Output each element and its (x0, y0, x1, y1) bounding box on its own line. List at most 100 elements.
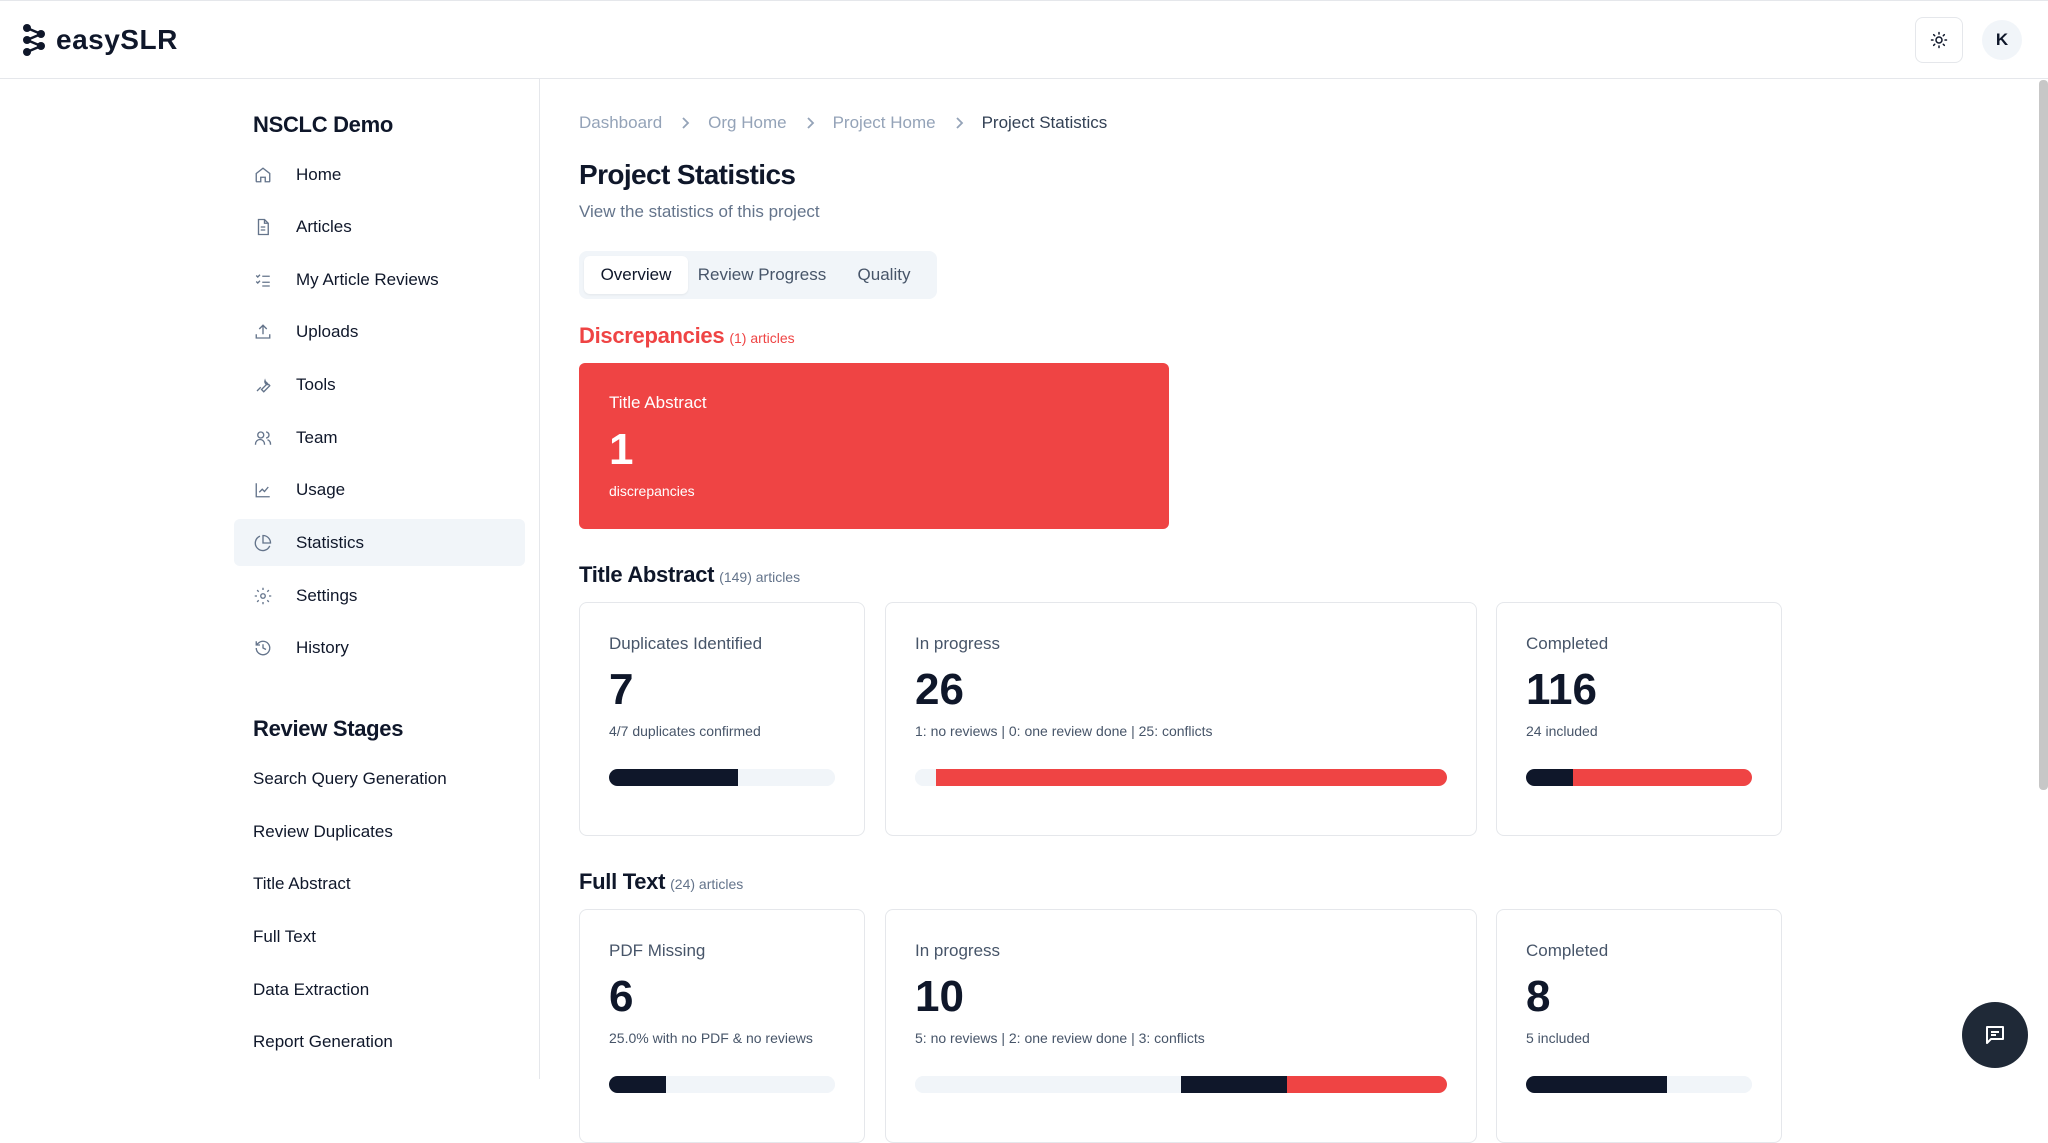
stage-data-extraction[interactable]: Data Extraction (253, 980, 370, 999)
sidebar-item-label: Settings (296, 585, 358, 605)
ta-in-progress-card[interactable]: In progress 26 1: no reviews | 0: one re… (885, 602, 1477, 836)
tab-overview[interactable]: Overview (584, 256, 688, 294)
card-label: Duplicates Identified (609, 634, 763, 653)
sidebar-item-uploads[interactable]: Uploads (234, 308, 525, 355)
progress-segment-red (1572, 769, 1752, 786)
stage-review-duplicates[interactable]: Review Duplicates (253, 822, 393, 841)
progress-bar (609, 769, 835, 786)
ta-duplicates-card[interactable]: Duplicates Identified 7 4/7 duplicates c… (579, 602, 865, 836)
sidebar-item-label: History (296, 637, 349, 657)
sidebar-item-history[interactable]: History (234, 624, 525, 671)
top-bar: easySLR K (0, 0, 2048, 79)
tab-review-progress[interactable]: Review Progress (697, 265, 827, 284)
card-label: Completed (1526, 941, 1609, 960)
ta-completed-card[interactable]: Completed 116 24 included (1496, 602, 1782, 836)
title-abstract-title: Title Abstract (579, 562, 715, 587)
card-value: 116 (1526, 665, 1597, 714)
breadcrumb-current: Project Statistics (981, 113, 1108, 132)
sidebar-item-settings[interactable]: Settings (234, 572, 525, 619)
title-abstract-count: (149) articles (719, 569, 801, 585)
sidebar-item-label: Team (296, 427, 338, 447)
app-logo[interactable]: easySLR (22, 23, 178, 57)
ft-pdf-missing-card[interactable]: PDF Missing 6 25.0% with no PDF & no rev… (579, 909, 865, 1143)
chevron-right-icon (805, 116, 815, 130)
card-label: In progress (915, 634, 1001, 653)
gear-icon (253, 586, 273, 606)
app-name: easySLR (56, 24, 178, 55)
stage-search-query-generation[interactable]: Search Query Generation (253, 769, 447, 788)
progress-segment-dark (609, 769, 738, 786)
sidebar-item-home[interactable]: Home (234, 151, 525, 198)
sidebar-item-label: Statistics (296, 532, 365, 552)
card-label: In progress (915, 941, 1001, 960)
ft-completed-card[interactable]: Completed 8 5 included (1496, 909, 1782, 1143)
progress-bar (1526, 769, 1752, 786)
sidebar-item-team[interactable]: Team (234, 414, 525, 461)
progress-bar (915, 769, 1447, 786)
wrench-icon (253, 375, 273, 395)
breadcrumb-project-home[interactable]: Project Home (832, 113, 936, 132)
full-text-heading: Full Text (24) articles (579, 869, 743, 895)
card-value: 7 (609, 665, 634, 714)
line-chart-icon (253, 480, 273, 500)
review-stages-title: Review Stages (253, 716, 404, 741)
sidebar-item-usage[interactable]: Usage (234, 466, 525, 513)
card-subtext: 5 included (1526, 1030, 1590, 1046)
ft-in-progress-card[interactable]: In progress 10 5: no reviews | 2: one re… (885, 909, 1477, 1143)
sun-icon (1930, 31, 1948, 49)
tab-quality[interactable]: Quality (857, 265, 911, 284)
page-title: Project Statistics (579, 159, 796, 190)
sidebar-item-my-article-reviews[interactable]: My Article Reviews (234, 256, 525, 303)
sidebar-item-label: My Article Reviews (296, 269, 439, 289)
stage-title-abstract[interactable]: Title Abstract (253, 874, 351, 893)
discrepancies-heading: Discrepancies (1) articles (579, 323, 795, 349)
stage-report-generation[interactable]: Report Generation (253, 1032, 393, 1051)
card-label: Title Abstract (609, 393, 707, 412)
chevron-right-icon (954, 116, 964, 130)
card-value: 8 (1526, 972, 1551, 1021)
chevron-right-icon (680, 116, 690, 130)
chat-support-button[interactable] (1962, 1002, 2028, 1068)
stage-full-text[interactable]: Full Text (253, 927, 316, 946)
project-name: NSCLC Demo (253, 112, 394, 137)
logo-mark-icon (23, 24, 45, 56)
sidebar-item-label: Articles (296, 216, 352, 236)
discrepancies-title: Discrepancies (579, 323, 725, 348)
full-text-title: Full Text (579, 869, 666, 894)
sidebar-item-statistics[interactable]: Statistics (234, 519, 525, 566)
sidebar: NSCLC Demo Home Articles My Article Revi… (0, 79, 540, 1079)
discrepancy-card-title-abstract[interactable]: Title Abstract 1 discrepancies (579, 363, 1169, 529)
card-value: 1 (609, 425, 634, 474)
pie-chart-icon (253, 533, 273, 553)
title-abstract-heading: Title Abstract (149) articles (579, 562, 800, 588)
sidebar-item-tools[interactable]: Tools (234, 361, 525, 408)
theme-toggle-button[interactable] (1915, 17, 1963, 63)
card-label: PDF Missing (609, 941, 706, 960)
sidebar-item-label: Uploads (296, 321, 359, 341)
progress-segment-light (915, 769, 937, 786)
breadcrumb-dashboard[interactable]: Dashboard (579, 113, 663, 132)
card-label: Completed (1526, 634, 1609, 653)
page-scrollbar[interactable] (2039, 80, 2048, 790)
progress-segment-red (936, 769, 1447, 786)
progress-segment-dark (1526, 769, 1573, 786)
history-icon (253, 638, 273, 658)
users-icon (253, 428, 273, 448)
full-text-count: (24) articles (670, 876, 744, 892)
progress-segment-light (737, 769, 835, 786)
card-subtext: 1: no reviews | 0: one review done | 25:… (915, 723, 1213, 739)
card-value: 10 (915, 972, 964, 1021)
document-icon (253, 217, 273, 237)
tab-list: Overview Review Progress Quality (579, 251, 937, 299)
upload-icon (253, 322, 273, 342)
breadcrumb: Dashboard Org Home Project Home Project … (579, 113, 1107, 133)
breadcrumb-org-home[interactable]: Org Home (708, 113, 787, 132)
sidebar-item-articles[interactable]: Articles (234, 203, 525, 250)
user-avatar[interactable]: K (1982, 20, 2022, 60)
sidebar-item-label: Usage (296, 479, 346, 499)
card-subtext: 24 included (1526, 723, 1598, 739)
sidebar-item-label: Tools (296, 374, 336, 394)
chat-icon (1986, 1026, 2004, 1044)
page-subtitle: View the statistics of this project (579, 202, 820, 221)
card-subtext: 4/7 duplicates confirmed (609, 723, 761, 739)
